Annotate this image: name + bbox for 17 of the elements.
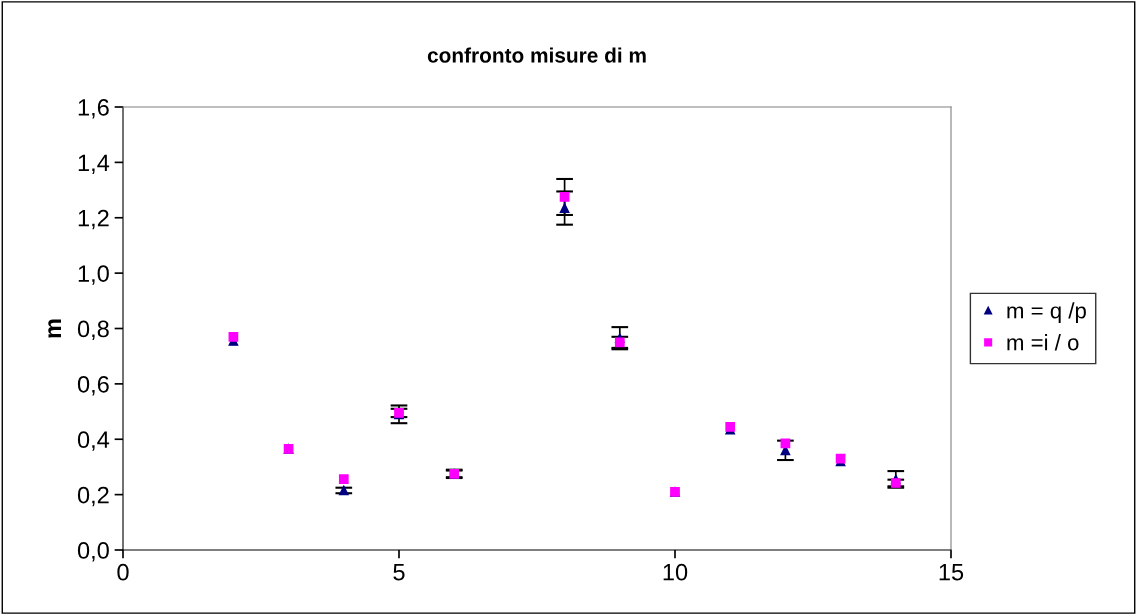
y-tick-label: 0,6 [77,375,109,396]
y-tick-label: 1,6 [78,99,109,119]
x-tick-label: 15 [939,564,964,581]
chart-title: confronto misure di m [427,47,646,63]
legend-label: m =i / o [1007,334,1079,351]
y-tick-label: 1,2 [78,209,109,230]
y-axis-title: m [48,319,61,338]
y-tick-label: 0,8 [77,320,109,341]
y-tick-label: 0,0 [77,542,109,562]
y-tick-label: 0,2 [77,486,109,507]
x-tick-label: 10 [663,563,688,581]
y-tick-label: 1,4 [78,154,110,174]
x-tick-label: 5 [393,564,405,581]
x-tick-label: 0 [117,563,129,581]
y-tick-label: 1,0 [78,265,109,285]
y-tick-label: 0,4 [77,431,110,451]
legend-label: m = q /p [1007,302,1086,323]
